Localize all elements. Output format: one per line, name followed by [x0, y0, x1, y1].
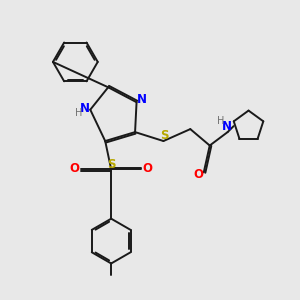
Text: H: H	[218, 116, 225, 126]
Text: S: S	[107, 158, 116, 171]
Text: O: O	[70, 162, 80, 175]
Text: N: N	[221, 120, 231, 133]
Text: O: O	[142, 162, 153, 175]
Text: O: O	[194, 168, 203, 181]
Text: N: N	[80, 102, 90, 115]
Text: S: S	[160, 130, 168, 142]
Text: N: N	[137, 93, 147, 106]
Text: H: H	[75, 108, 82, 118]
